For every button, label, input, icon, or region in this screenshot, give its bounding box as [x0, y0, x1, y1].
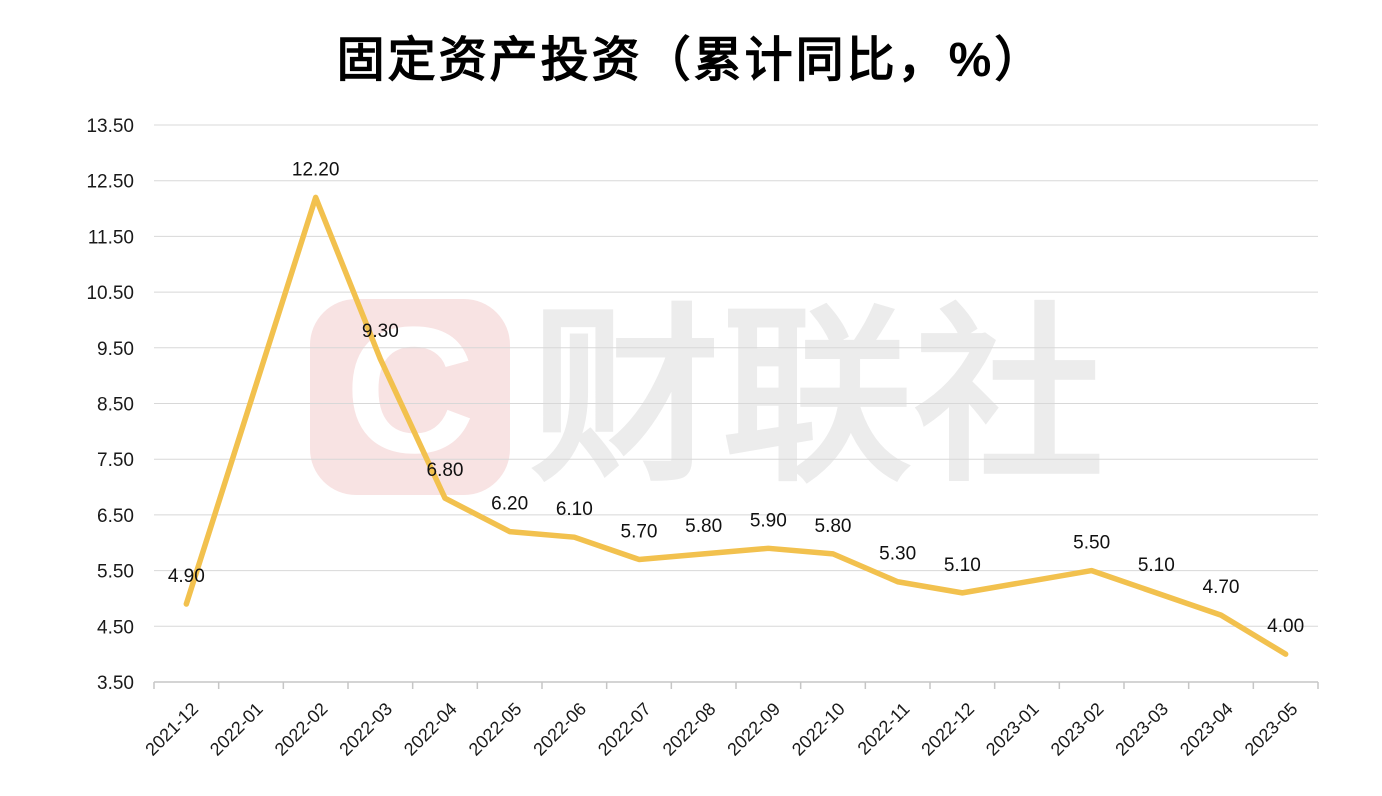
cailianshe-watermark-text: 财联社 — [530, 292, 1107, 504]
data-point-label: 6.80 — [427, 460, 464, 481]
x-tick-label: 2022-03 — [335, 699, 396, 760]
y-tick-label: 6.50 — [97, 506, 134, 527]
y-tick-label: 7.50 — [97, 450, 134, 471]
data-point-label: 6.20 — [491, 494, 528, 515]
y-tick-label: 10.50 — [86, 283, 134, 304]
y-tick-label: 12.50 — [86, 172, 134, 193]
x-tick-label: 2023-04 — [1176, 699, 1237, 760]
y-tick-label: 3.50 — [97, 673, 134, 694]
x-tick-label: 2023-01 — [982, 699, 1043, 760]
data-line — [183, 194, 1289, 657]
data-point-label: 5.50 — [1073, 533, 1110, 554]
x-tick-label: 2023-03 — [1111, 699, 1172, 760]
data-point-label: 5.80 — [685, 516, 722, 537]
x-tick-label: 2022-10 — [788, 699, 849, 760]
data-point-label: 5.80 — [815, 516, 852, 537]
x-tick-label: 2022-11 — [854, 699, 914, 759]
x-tick-label: 2023-05 — [1241, 699, 1302, 760]
data-point-label: 5.30 — [879, 544, 916, 565]
x-tick-label: 2022-08 — [659, 699, 720, 760]
x-tick-label: 2022-01 — [206, 699, 267, 760]
data-point-label: 4.00 — [1267, 616, 1304, 637]
x-tick-label: 2022-06 — [529, 699, 590, 760]
chart-title: 固定资产投资（累计同比，%） — [336, 34, 1046, 87]
x-tick-label: 2022-12 — [917, 699, 978, 760]
data-point-label: 5.10 — [1138, 555, 1175, 576]
y-tick-label: 8.50 — [97, 395, 134, 416]
x-tick-label: 2022-07 — [594, 699, 655, 760]
data-point-label: 5.10 — [944, 555, 981, 576]
x-tick-label: 2022-02 — [271, 699, 332, 760]
data-point-label: 5.70 — [621, 521, 658, 542]
y-tick-label: 9.50 — [97, 339, 134, 360]
x-tick-label: 2022-09 — [723, 699, 784, 760]
data-point-label: 9.30 — [362, 321, 399, 342]
data-point-label: 5.90 — [750, 510, 787, 531]
y-tick-label: 5.50 — [97, 562, 134, 583]
y-tick-label: 11.50 — [88, 227, 134, 248]
data-point-label: 4.70 — [1203, 577, 1240, 598]
y-tick-label: 4.50 — [97, 617, 134, 638]
data-point-label: 4.90 — [168, 566, 205, 587]
x-tick-label: 2022-04 — [400, 699, 461, 760]
y-tick-label: 13.50 — [86, 116, 134, 137]
x-tick-label: 2023-02 — [1047, 699, 1108, 760]
data-point-label: 12.20 — [292, 159, 340, 180]
x-tick-label: 2022-05 — [465, 699, 526, 760]
data-point-label: 6.10 — [556, 499, 593, 520]
x-tick-label: 2021-12 — [141, 699, 202, 760]
